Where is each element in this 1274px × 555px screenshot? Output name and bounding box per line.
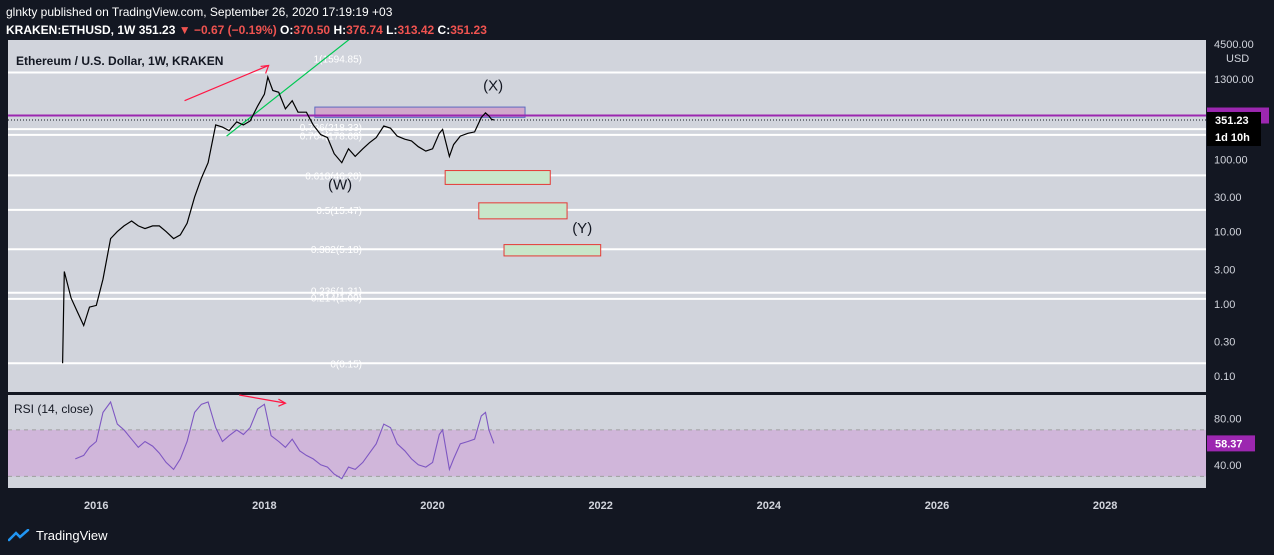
divergence-arrow-rsi [239,394,286,404]
last-price-value: 351.23 [1215,115,1249,127]
change-label: −0.67 (−0.19%) [193,23,277,37]
time-axis-tick: 2016 [84,500,108,512]
price-axis-tick: 1.00 [1214,299,1235,311]
rsi-title: RSI (14, close) [14,402,93,416]
time-axis-tick: 2022 [588,500,612,512]
resistance-zone [314,106,526,118]
price-axis-tick: 30.00 [1214,192,1242,204]
last-price-badge [1207,111,1261,146]
wave-label: (X) [483,77,503,94]
fib-level-label: 0.5(15.47) [316,206,362,217]
symbol-label: KRAKEN:ETHUSD, 1W [6,23,136,37]
symbol-ohlc-line: KRAKEN:ETHUSD, 1W 351.23 ▼ −0.67 (−0.19%… [6,23,487,37]
time-axis-tick: 2024 [757,500,782,512]
divergence-arrow-price [184,64,269,102]
trend-line [226,40,350,137]
fib-level-label: 0(0.15) [330,359,362,370]
rsi-series-line [75,400,495,480]
fib-level-label: 0.764(178.68) [300,131,362,142]
rsi-last-badge [1207,435,1255,452]
price-pane-background [8,40,1206,392]
price-series-line [62,74,495,364]
price-axis-tick: 1300.00 [1214,74,1254,86]
chart-area[interactable]: Ethereum / U.S. Dollar, 1W, KRAKEN 1(1594… [0,40,1274,518]
chart-title: Ethereum / U.S. Dollar, 1W, KRAKEN [16,54,223,68]
price-axis-tick: 10.00 [1214,227,1242,239]
down-triangle-icon: ▼ [178,23,191,37]
tradingview-logo-icon [8,528,30,541]
high-label: H: [333,23,347,37]
rsi-last-value: 58.37 [1215,438,1243,450]
arrow-head-icon [260,64,270,74]
rsi-axis-tick: 40.00 [1214,460,1242,472]
fib-level-label: 0.214(1.09) [311,294,362,305]
tradingview-brand: TradingView [36,528,108,543]
high-value: 376.74 [346,23,383,37]
time-axis-tick: 2026 [925,500,949,512]
rsi-band [8,429,1206,477]
currency-label: USD [1226,53,1249,65]
price-axis-tick: 0.30 [1214,337,1235,349]
bar-countdown: 1d 10h [1215,132,1250,144]
price-axis-top-tick: 4500.00 [1214,40,1254,51]
chart-header: glnkty published on TradingView.com, Sep… [0,0,1274,40]
arrow-head-icon [278,398,287,407]
open-value: 370.50 [293,23,331,37]
target-zone [503,244,602,257]
rsi-axis-tick: 80.00 [1214,413,1242,425]
fib-level-label: 1(1594.85) [314,54,362,65]
wave-label: (Y) [572,220,592,237]
price-axis-tick: 0.10 [1214,371,1235,383]
tradingview-logo[interactable]: TradingView [8,528,108,543]
fib-level-label: 0.236(1.31) [311,287,362,298]
time-axis-tick: 2018 [252,500,276,512]
time-axis-tick: 2020 [420,500,444,512]
open-label: O: [280,23,294,37]
wave-label: (W) [328,177,352,194]
fib-level-label: 0.618(46.20) [305,171,362,182]
fib-level-label: 0.382(5.18) [311,245,362,256]
close-label: C: [437,23,451,37]
rsi-pane-background [8,395,1206,488]
price-pane[interactable]: Ethereum / U.S. Dollar, 1W, KRAKEN 1(1594… [8,40,1206,370]
low-value: 313.42 [397,23,435,37]
low-label: L: [386,23,398,37]
rsi-pane[interactable]: RSI (14, close) [8,394,1206,480]
last-price-label: 351.23 [138,23,176,37]
close-value: 351.23 [450,23,487,37]
chart-footer: TradingView [0,518,1274,555]
fib-level-label: 0.786(218.33) [300,123,362,134]
publish-line: glnkty published on TradingView.com, Sep… [6,5,393,19]
target-zone [444,170,551,185]
price-axis-tick: 100.00 [1214,154,1248,166]
price-axis-tick: 3.00 [1214,264,1235,276]
target-zone [478,202,568,220]
time-axis-tick: 2028 [1093,500,1117,512]
